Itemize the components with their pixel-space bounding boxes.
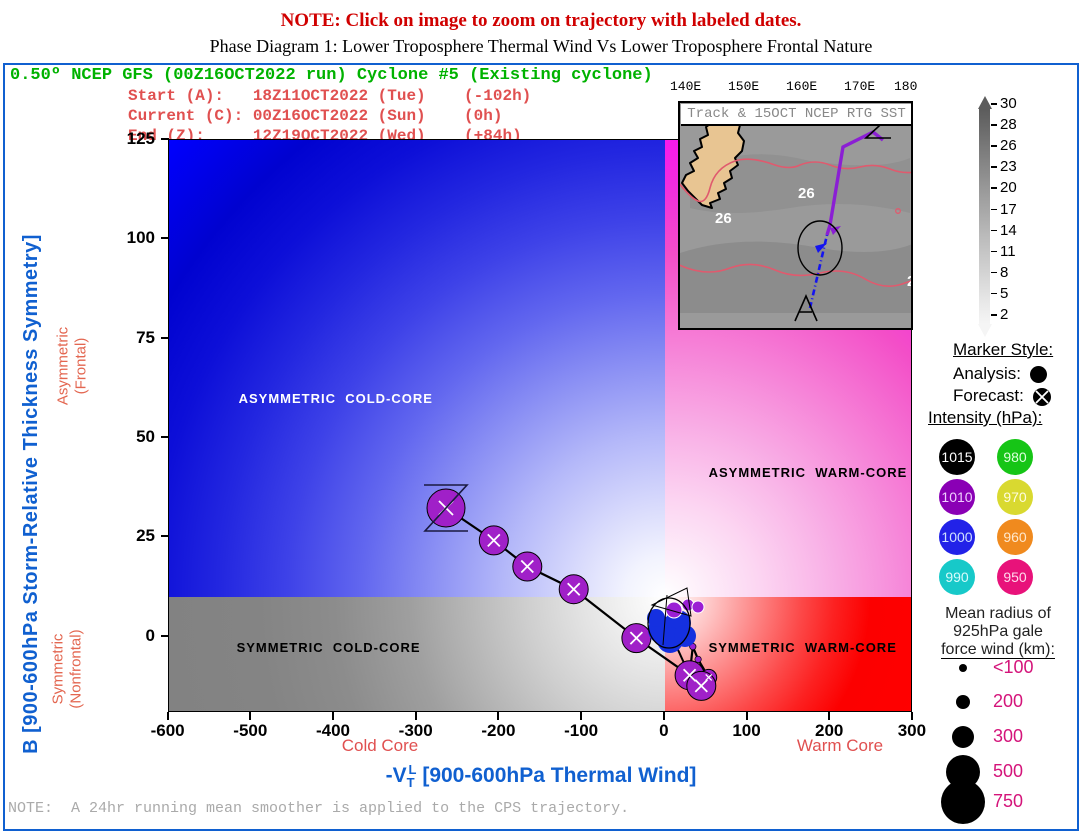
svg-text:26: 26	[907, 273, 913, 290]
svg-text:26: 26	[798, 185, 815, 202]
svg-text:26: 26	[715, 210, 732, 227]
